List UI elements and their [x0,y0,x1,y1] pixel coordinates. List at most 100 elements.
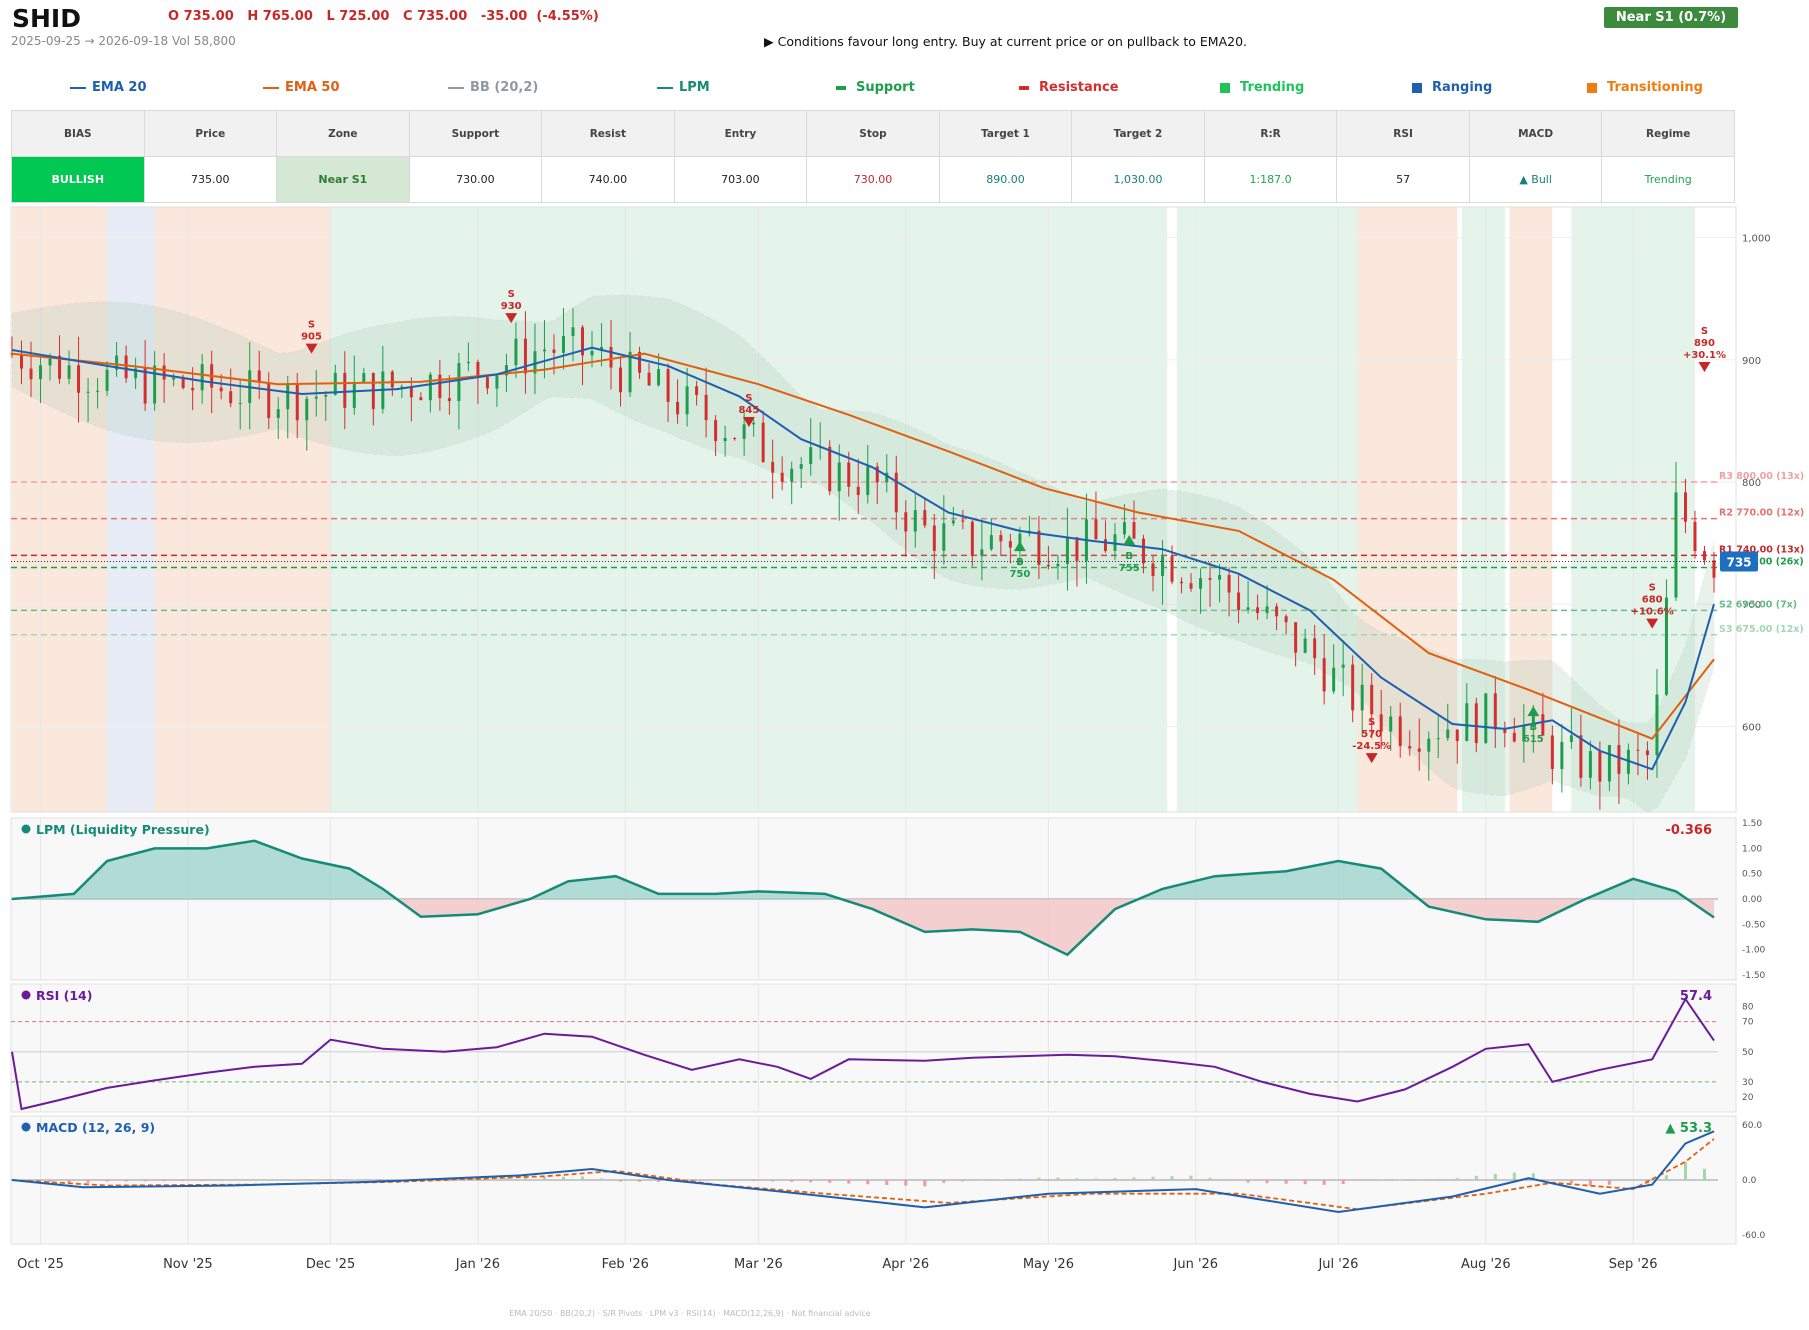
candle-body [1645,750,1649,756]
macd-histogram-bar [1151,1176,1155,1180]
candle-body [1170,556,1174,582]
candle-body [799,464,803,469]
candle-body [115,355,119,370]
signal-label: 750 [1009,569,1030,580]
table-value-support: 730.00 [408,156,543,203]
legend-item-ranging: Ranging [1412,80,1492,95]
rsi-title: RSI (14) [36,988,92,1003]
legend-label: EMA 50 [285,80,340,95]
last-price-tag [1720,551,1758,572]
candle-body [866,466,870,495]
macd-histogram-bar [600,1178,604,1180]
candle-body [1683,492,1687,522]
candle-body [476,361,480,378]
x-tick-label: Aug '26 [1461,1257,1511,1272]
legend-label: BB (20,2) [470,80,539,95]
macd-histogram-bar [1018,1178,1022,1180]
candle-body [1008,541,1012,548]
candle-body [932,525,936,551]
candle-body [723,437,727,442]
macd-tick-label: 0.0 [1742,1176,1757,1186]
candle-body [1693,521,1697,552]
candle-body [1322,658,1326,692]
table-header-regime: Regime [1601,110,1735,157]
legend-label: Transitioning [1607,80,1703,95]
candles [10,307,1716,810]
candle-body [1474,703,1478,744]
x-tick-label: May '26 [1023,1257,1074,1272]
lpm-tick-label: -1.00 [1742,946,1766,956]
table-header-target-2: Target 2 [1071,110,1205,157]
candle-body [286,384,290,410]
candle-body [542,349,546,352]
candle-body [533,351,537,374]
candle-body [1446,729,1450,739]
macd-last-value: ▲ 53.3 [1665,1121,1712,1136]
buy-marker [1123,535,1136,545]
legend-swatch [1220,82,1230,93]
legend-label: Resistance [1039,80,1119,95]
x-tick-label: Jun '26 [1173,1257,1219,1272]
candle-body [1484,693,1488,744]
candle-body [1617,745,1621,774]
price-tick-label: 800 [1742,478,1761,489]
macd-histogram-bar [1341,1180,1345,1184]
sell-marker [1646,618,1659,629]
candle-body [1522,725,1526,742]
macd-histogram-bar [1512,1172,1516,1180]
candle-body [457,363,461,402]
macd-title: MACD (12, 26, 9) [36,1120,155,1135]
signal-label: 755 [1119,563,1140,574]
macd-histogram-bar [238,1180,242,1181]
candle-body [894,472,898,513]
regime-transitioning [154,207,331,812]
candle-body [1655,694,1659,756]
candle-body [162,365,166,380]
signal-label: 890 [1694,338,1715,349]
signal-label: B [1125,551,1133,562]
rsi-tick-label: 50 [1742,1048,1754,1058]
legend-swatch [1587,82,1597,93]
macd-histogram-bar [1056,1177,1060,1180]
legend-item-ema-20: EMA 20 [70,80,147,95]
candle-body [343,372,347,408]
macd-histogram-bar [1607,1180,1611,1185]
candle-body [238,403,242,405]
macd-histogram-bar [847,1180,851,1184]
macd-tick-label: -60.0 [1742,1231,1766,1241]
legend-item-resistance: Resistance [1019,80,1119,95]
candle-body [352,382,356,408]
candle-body [1122,522,1126,535]
candle-body [1712,560,1716,578]
macd-histogram-bar [1132,1177,1136,1180]
macd-histogram-bar [923,1180,927,1187]
macd-histogram-bar [1569,1180,1573,1184]
candle-body [428,374,432,401]
macd-histogram-bar [219,1180,223,1181]
candle-body [742,424,746,439]
table-header-target-1: Target 1 [938,110,1073,157]
candle-body [1018,533,1022,548]
candle-body [1199,578,1203,589]
macd-histogram-bar [1189,1175,1193,1180]
macd-histogram-bar [504,1178,508,1180]
summary-table-header: BIAS Price Zone Support Resist Entry Stop Targe… [11,110,1735,157]
candle-body [561,335,565,353]
signal-label: B [1016,557,1024,568]
candle-body [96,390,100,392]
ema50-line [11,352,1715,740]
macd-histogram-bar [1417,1179,1421,1180]
macd-histogram-bar [771,1180,775,1182]
signal-label: 615 [1523,734,1544,745]
price-tick-label: 900 [1742,356,1761,367]
level-label: R2 770.00 (12x) [1719,508,1804,519]
regime-trending [1462,207,1505,812]
candle-body [134,368,138,379]
macd-histogram-bar [790,1180,794,1182]
candle-body [485,377,489,389]
table-value-bias: BULLISH [11,156,145,203]
table-value-zone: Near S1 [276,156,410,203]
level-label: R3 800.00 (13x) [1719,471,1804,482]
candle-body [980,549,984,556]
macd-histogram-bar [885,1180,889,1185]
